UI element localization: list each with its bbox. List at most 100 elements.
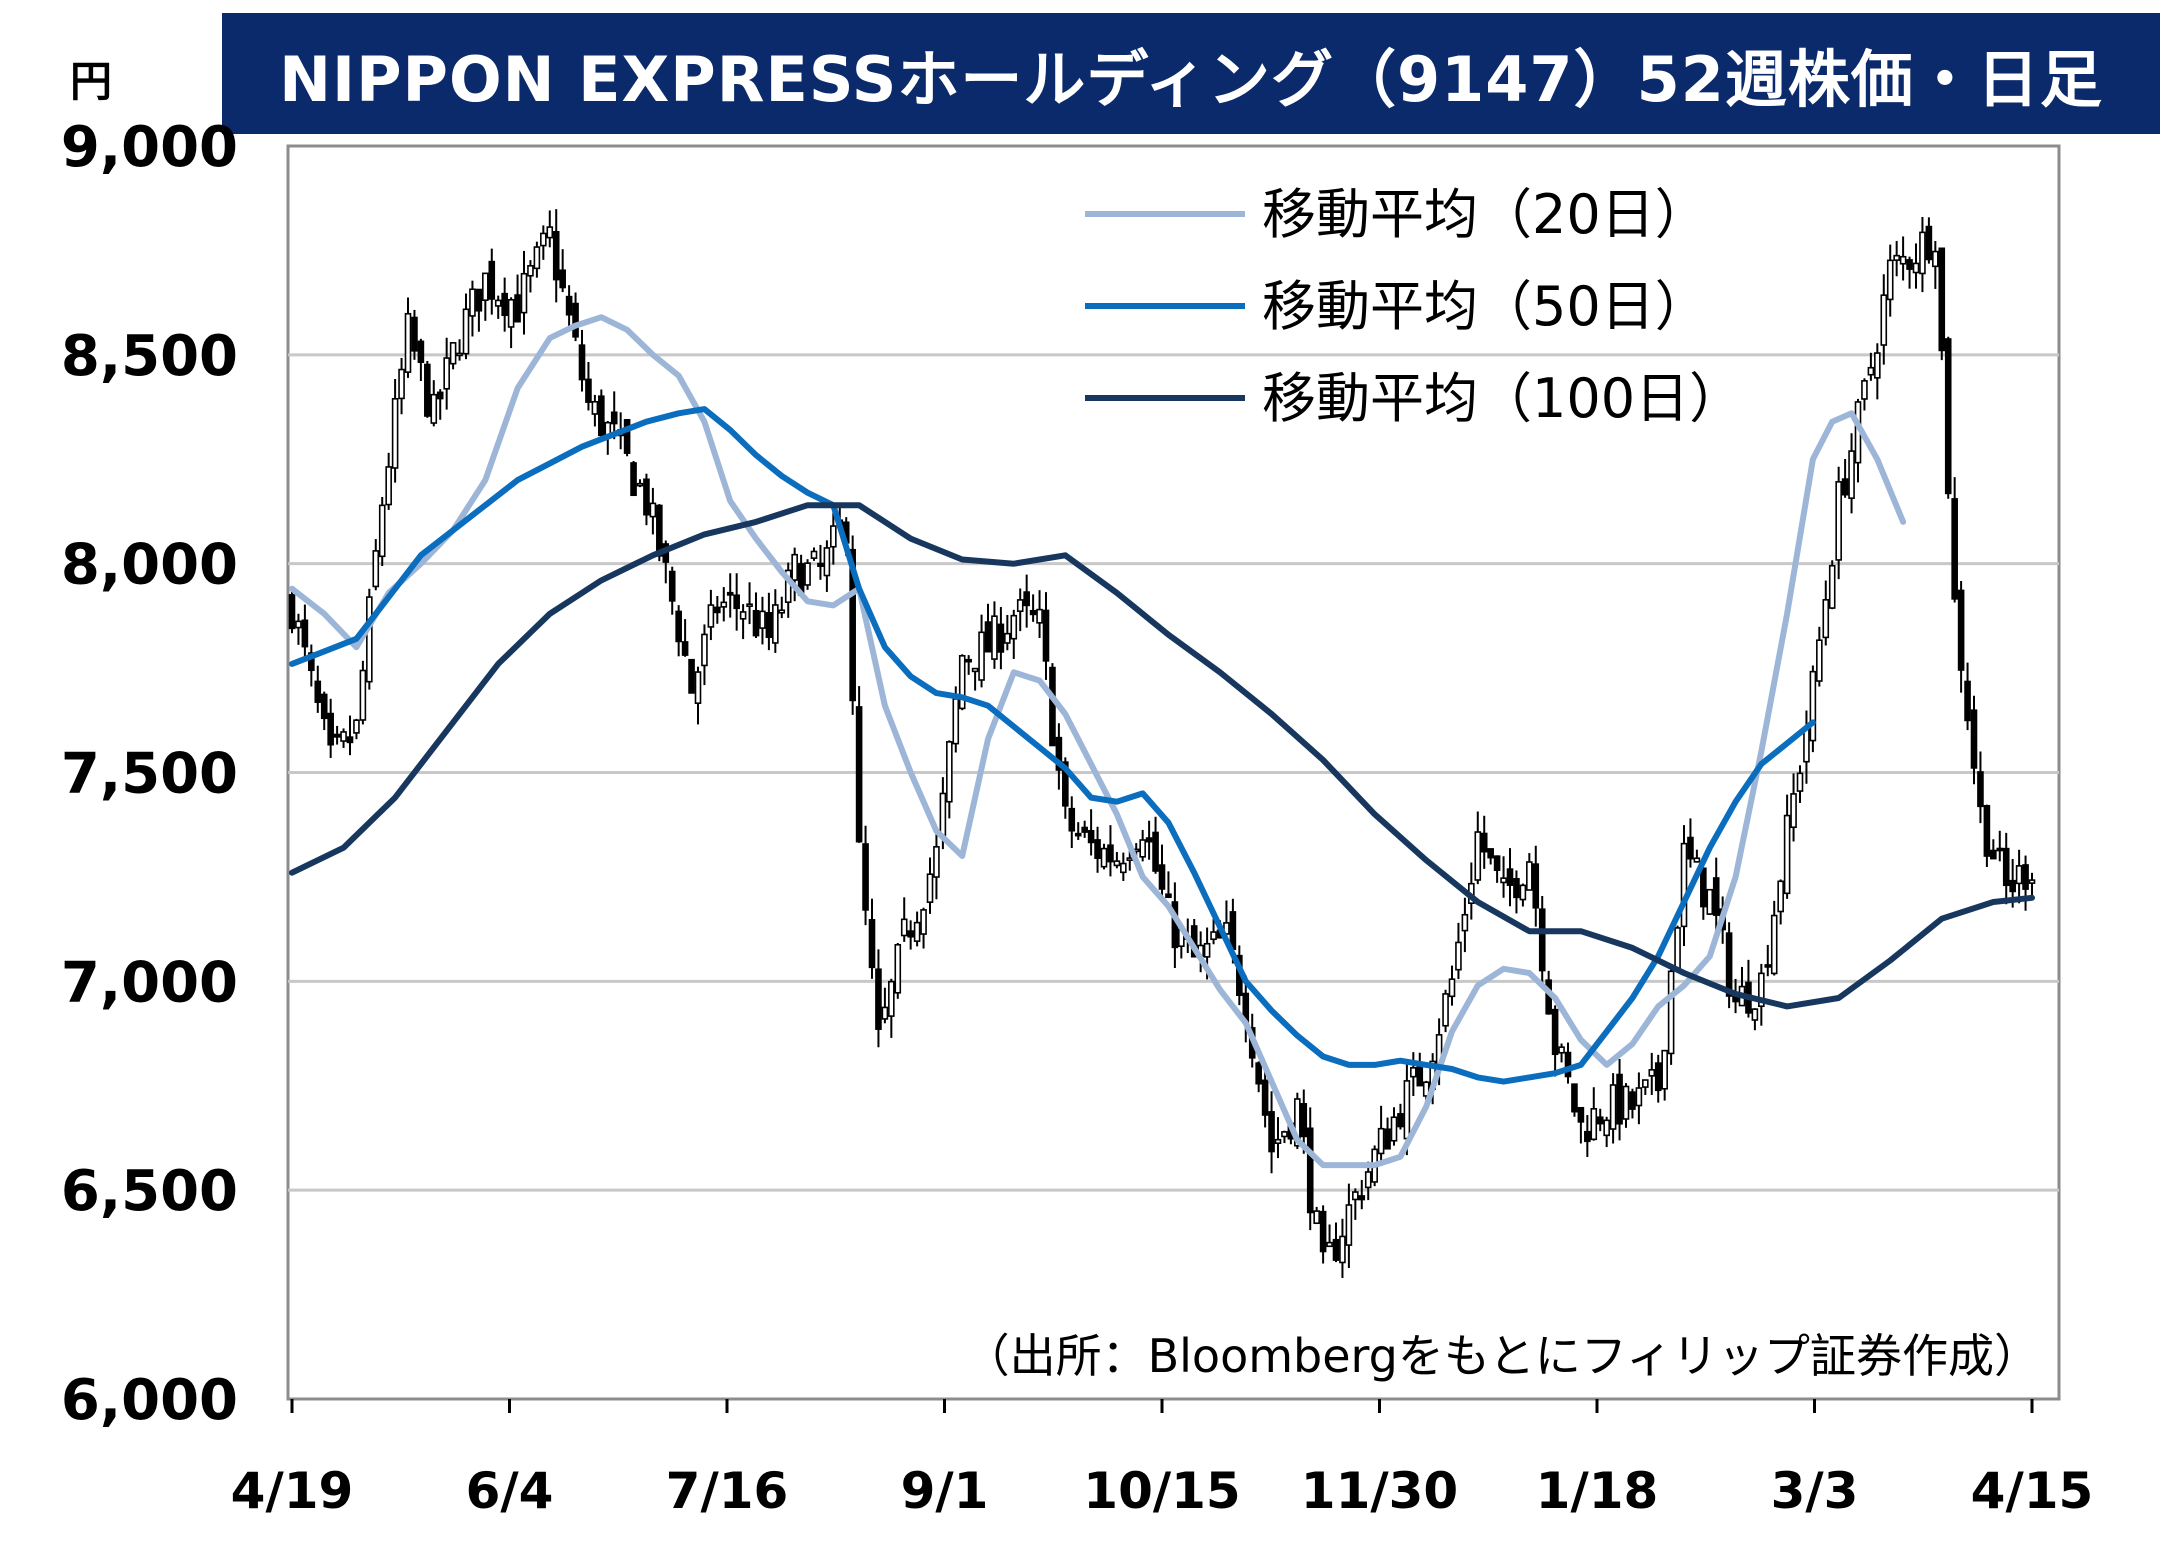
candle-body [1783, 814, 1791, 895]
candle-body [475, 288, 483, 312]
candle-body [810, 550, 818, 559]
candle-body [1983, 804, 1991, 857]
x-tick-label: 4/19 [231, 1462, 354, 1520]
candle-body [346, 736, 354, 744]
candle-body [295, 620, 302, 629]
ma-line-2 [289, 406, 1816, 1085]
candle-body [1203, 942, 1211, 958]
candle-body [1403, 1080, 1411, 1140]
candle-body [1165, 893, 1172, 899]
candle-body [752, 609, 760, 637]
candle-body [1835, 481, 1842, 561]
candle-body [1893, 254, 1900, 261]
candle-body [900, 918, 908, 937]
candle-body [1751, 1008, 1759, 1021]
candle-body [598, 395, 605, 437]
candle-body [804, 562, 811, 586]
candle-body [546, 226, 554, 239]
candle-body [1700, 867, 1707, 908]
candle-body [1319, 1210, 1327, 1253]
candle-body [443, 357, 450, 390]
candle-body [1564, 1051, 1572, 1078]
y-tick-label: 6,500 [61, 1159, 238, 1224]
candle-body [720, 601, 728, 608]
candle-body [591, 400, 599, 415]
candle-body [488, 260, 496, 300]
candle-body [926, 873, 934, 903]
source-note: （出所：Bloombergをもとにフィリップ証券作成） [964, 1329, 2040, 1383]
candle-body [1268, 1111, 1275, 1153]
candle-body [559, 269, 566, 289]
candle-body [823, 547, 831, 577]
candle-body [449, 342, 457, 365]
candle-body [533, 246, 541, 270]
candle-body [1764, 964, 1772, 968]
candle-body [391, 398, 399, 469]
candle-body [1010, 614, 1018, 640]
candle-body [1461, 913, 1469, 932]
candle-body [913, 921, 921, 942]
candle-body [469, 288, 476, 317]
candle-body [1758, 972, 1765, 1008]
candle-body [765, 612, 773, 638]
candle-body [830, 525, 837, 548]
candle-body [1803, 728, 1810, 763]
candle-body [1609, 1084, 1617, 1130]
y-tick-label: 8,500 [61, 324, 238, 389]
candle-body [1339, 1235, 1346, 1264]
candle-body [527, 265, 534, 277]
candle-body [1590, 1108, 1598, 1141]
candle-body [1036, 608, 1043, 624]
candle-body [1648, 1069, 1656, 1077]
candle-body [501, 292, 508, 317]
candle-body [636, 482, 644, 487]
candle-body [340, 731, 347, 742]
candle-body [1957, 589, 1965, 671]
candle-body [1384, 1128, 1391, 1150]
candle-body [2022, 864, 2029, 890]
candle-body [668, 570, 676, 602]
candle-body [1790, 793, 1797, 829]
candle-body [378, 504, 386, 558]
candle-body [978, 631, 985, 681]
candle-body [1352, 1191, 1359, 1201]
candle-body [1841, 478, 1849, 496]
candle-body [1906, 259, 1913, 270]
candle-body [1996, 847, 2004, 852]
candle-body [1480, 832, 1488, 853]
candle-body [1571, 1083, 1578, 1113]
candle-body [1874, 352, 1881, 379]
candle-body [997, 623, 1005, 653]
candle-body [1828, 564, 1836, 609]
candle-body [1087, 829, 1095, 844]
candle-body [1493, 855, 1501, 871]
candle-body [746, 603, 753, 608]
candle-body [1152, 831, 1159, 872]
candle-body [1326, 1241, 1333, 1248]
candle-body [1919, 231, 1926, 275]
candle-body [907, 930, 914, 938]
candle-body [1938, 247, 1946, 352]
candle-body [1532, 863, 1540, 909]
candle-body [1616, 1073, 1623, 1125]
candle-body [933, 846, 940, 878]
candle-body [1113, 860, 1121, 867]
candle-body [714, 606, 721, 614]
candle-body [1551, 1008, 1559, 1056]
candle-body [1158, 864, 1166, 890]
candle-body [436, 391, 444, 400]
candle-body [327, 712, 334, 746]
candle-body [1107, 844, 1114, 863]
candle-body [540, 232, 547, 247]
candle-body [1886, 259, 1894, 301]
candle-body [1796, 772, 1804, 792]
candle-body [984, 621, 992, 653]
candle-body [791, 553, 798, 581]
candle-body [411, 316, 418, 352]
y-tick-label: 7,500 [61, 742, 238, 807]
candle-body [314, 680, 322, 703]
candle-body [939, 792, 947, 837]
candle-body [353, 719, 360, 734]
candle-body [1126, 857, 1134, 861]
candle-body [1139, 839, 1146, 858]
